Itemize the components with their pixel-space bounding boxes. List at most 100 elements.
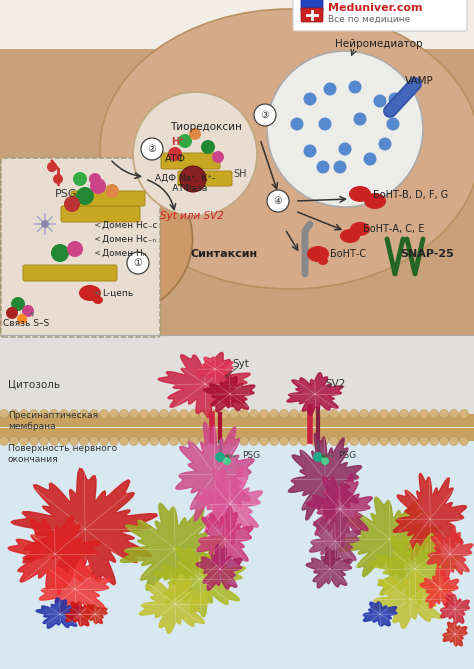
Circle shape (313, 452, 323, 462)
Circle shape (380, 436, 389, 446)
Circle shape (49, 409, 58, 419)
Text: SNAP-25: SNAP-25 (400, 249, 454, 259)
Polygon shape (36, 598, 82, 628)
Bar (0, 428, 474, 441)
Circle shape (170, 436, 179, 446)
Text: БоНТ-B, D, F, G: БоНТ-B, D, F, G (373, 190, 448, 200)
Ellipse shape (100, 9, 474, 289)
Text: SV2: SV2 (325, 379, 346, 389)
Circle shape (9, 436, 18, 446)
Polygon shape (83, 604, 107, 624)
Circle shape (329, 436, 338, 446)
Circle shape (141, 138, 163, 160)
Circle shape (319, 436, 328, 446)
Circle shape (100, 436, 109, 446)
Circle shape (53, 174, 63, 184)
Circle shape (11, 297, 25, 311)
Polygon shape (306, 474, 372, 547)
Circle shape (60, 409, 69, 419)
Circle shape (190, 436, 199, 446)
Circle shape (419, 436, 428, 446)
Text: PSG: PSG (55, 189, 78, 199)
Circle shape (17, 314, 27, 324)
Circle shape (168, 147, 182, 161)
Circle shape (354, 112, 366, 126)
Ellipse shape (349, 186, 371, 202)
Circle shape (429, 436, 438, 446)
Text: Нейромедиатор: Нейромедиатор (335, 39, 423, 49)
FancyBboxPatch shape (23, 265, 117, 281)
Circle shape (29, 436, 38, 446)
Circle shape (349, 436, 358, 446)
Text: VAMP: VAMP (405, 76, 434, 86)
Circle shape (270, 436, 279, 446)
Text: Syt или SV2: Syt или SV2 (160, 211, 224, 221)
Circle shape (379, 138, 392, 151)
FancyBboxPatch shape (1, 158, 160, 337)
Circle shape (90, 409, 99, 419)
Circle shape (100, 409, 109, 419)
Circle shape (389, 92, 401, 106)
Circle shape (359, 409, 368, 419)
Circle shape (129, 436, 138, 446)
Ellipse shape (340, 229, 360, 243)
Circle shape (170, 409, 179, 419)
Text: L-цепь: L-цепь (96, 288, 133, 298)
Circle shape (239, 409, 248, 419)
FancyBboxPatch shape (301, 0, 323, 12)
Circle shape (139, 436, 148, 446)
Circle shape (200, 436, 209, 446)
Circle shape (300, 409, 309, 419)
Circle shape (89, 173, 101, 185)
Text: H⁺: H⁺ (171, 137, 185, 147)
Polygon shape (65, 602, 94, 626)
Text: Пресинаптическая
мембрана: Пресинаптическая мембрана (8, 411, 98, 431)
Circle shape (270, 409, 279, 419)
Polygon shape (196, 545, 242, 590)
Circle shape (239, 436, 248, 446)
Polygon shape (139, 575, 211, 634)
Text: PSG: PSG (322, 452, 356, 460)
Circle shape (259, 409, 268, 419)
Bar (0, 414, 474, 427)
Polygon shape (203, 374, 255, 411)
Text: ④: ④ (273, 196, 283, 206)
Circle shape (109, 436, 118, 446)
Text: ②: ② (147, 144, 156, 154)
Polygon shape (310, 512, 361, 571)
Circle shape (219, 409, 228, 419)
Circle shape (189, 128, 201, 140)
Text: БоНТ-А, С, Е: БоНТ-А, С, Е (363, 224, 424, 234)
Circle shape (254, 104, 276, 126)
Circle shape (229, 409, 238, 419)
Circle shape (215, 452, 225, 462)
Circle shape (323, 82, 337, 96)
Text: Синтаксин: Синтаксин (191, 249, 258, 259)
FancyBboxPatch shape (301, 8, 323, 22)
Polygon shape (393, 473, 466, 565)
Circle shape (180, 166, 206, 192)
Circle shape (290, 436, 299, 446)
Circle shape (76, 187, 94, 205)
Circle shape (300, 436, 309, 446)
Circle shape (334, 161, 346, 173)
Circle shape (127, 252, 149, 274)
Circle shape (303, 92, 317, 106)
Ellipse shape (318, 257, 328, 265)
Circle shape (339, 436, 348, 446)
Circle shape (67, 241, 83, 257)
Circle shape (159, 436, 168, 446)
Text: Все по медицине: Все по медицине (328, 15, 410, 23)
Circle shape (133, 92, 257, 216)
Ellipse shape (269, 194, 287, 208)
Circle shape (51, 244, 69, 262)
Circle shape (219, 436, 228, 446)
Text: АДФ Na⁺, K⁺-
      АТФаза: АДФ Na⁺, K⁺- АТФаза (155, 173, 215, 193)
Circle shape (109, 409, 118, 419)
Circle shape (29, 409, 38, 419)
Polygon shape (196, 466, 262, 545)
Circle shape (149, 409, 158, 419)
Circle shape (180, 409, 189, 419)
Bar (0, 335, 474, 669)
Circle shape (64, 196, 80, 212)
